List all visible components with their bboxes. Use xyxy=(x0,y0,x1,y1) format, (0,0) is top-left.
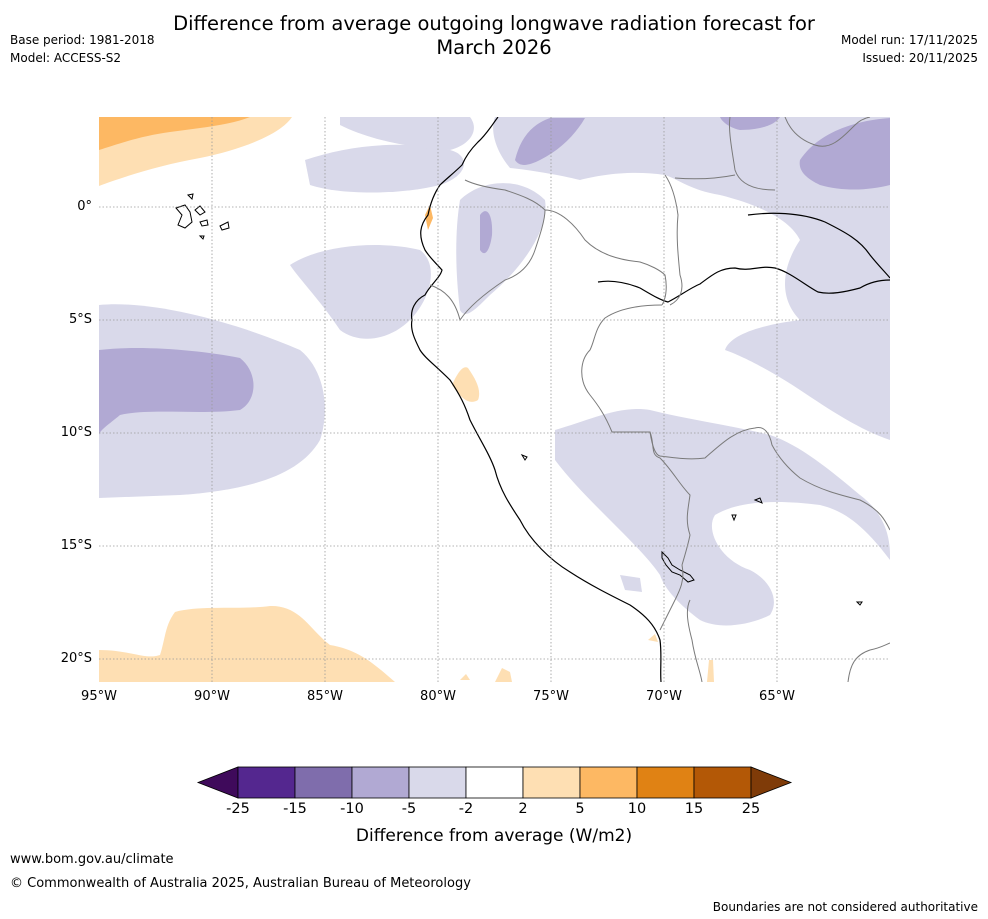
anomaly-region-small xyxy=(620,575,642,592)
copyright-text: © Commonwealth of Australia 2025, Austra… xyxy=(10,876,471,891)
anomaly-region-north-edge xyxy=(720,117,780,130)
lon-label-75w: 75°W xyxy=(533,689,569,704)
lake-titicaca xyxy=(661,550,695,583)
colorbar-segment-1 xyxy=(237,766,296,799)
anomaly-region-colombia xyxy=(515,118,585,165)
colorbar xyxy=(196,766,793,799)
colorbar-tick: -15 xyxy=(283,801,307,817)
anomaly-region-bolivia xyxy=(555,409,890,626)
colorbar-segment-2 xyxy=(294,766,353,799)
anomaly-region-north-center xyxy=(340,117,474,150)
anomaly-region-brazil-ne xyxy=(799,118,890,190)
anomaly-region-west-core xyxy=(99,347,254,435)
colorbar-tick: 5 xyxy=(575,801,585,817)
website-link[interactable]: www.bom.gov.au/climate xyxy=(10,852,174,867)
colorbar-tick: -5 xyxy=(401,801,417,817)
colorbar-tick: 15 xyxy=(684,801,704,817)
anomaly-region-peach-coast xyxy=(452,367,480,402)
lat-label-5s: 5°S xyxy=(68,312,92,327)
anomaly-region-nw xyxy=(305,144,464,193)
anomaly-region-peach-small3 xyxy=(648,634,658,642)
colorbar-segment-3 xyxy=(351,766,410,799)
colorbar-segment-7 xyxy=(579,766,638,799)
country-borders xyxy=(429,117,890,682)
base-period-text: Base period: 1981-2018 xyxy=(10,33,155,47)
map-anomaly-field xyxy=(99,117,890,682)
lat-label-20s: 20°S xyxy=(60,651,92,666)
lon-label-80w: 80°W xyxy=(420,689,456,704)
model-run-text: Model run: 17/11/2025 xyxy=(840,33,978,47)
anomaly-region-peach-small2 xyxy=(707,660,714,682)
model-text: Model: ACCESS-S2 xyxy=(10,51,122,65)
coastline xyxy=(410,117,662,682)
lon-label-95w: 95°W xyxy=(81,689,117,704)
colorbar-title: Difference from average (W/m2) xyxy=(355,826,633,846)
colorbar-segment-4 xyxy=(408,766,467,799)
lon-label-70w: 70°W xyxy=(646,689,682,704)
colorbar-tick: -25 xyxy=(226,801,250,817)
anomaly-region-amazon-ne xyxy=(493,117,890,440)
title-line-2: March 2026 xyxy=(436,36,552,59)
anomaly-region-andes-north xyxy=(456,183,546,315)
anomaly-region-peach-south xyxy=(99,605,395,682)
colorbar-segment-5 xyxy=(465,766,524,799)
colorbar-tick: 2 xyxy=(518,801,528,817)
amazon-river xyxy=(597,266,890,303)
lon-label-85w: 85°W xyxy=(307,689,343,704)
page-title: Difference from average outgoing longwav… xyxy=(0,12,988,60)
disclaimer-text: Boundaries are not considered authoritat… xyxy=(712,900,978,914)
title-line-1: Difference from average outgoing longwav… xyxy=(173,12,815,35)
colorbar-tick: 10 xyxy=(627,801,647,817)
issued-text: Issued: 20/11/2025 xyxy=(862,51,978,65)
lat-label-10s: 10°S xyxy=(60,425,92,440)
lat-label-0: 0° xyxy=(77,199,92,214)
colorbar-extend-low xyxy=(196,766,239,799)
anomaly-region-peach-small4 xyxy=(460,674,470,680)
lon-label-65w: 65°W xyxy=(759,689,795,704)
colorbar-segment-9 xyxy=(693,766,752,799)
colorbar-tick: -2 xyxy=(458,801,474,817)
colorbar-segment-8 xyxy=(636,766,695,799)
lat-label-15s: 15°S xyxy=(60,538,92,553)
anomaly-region-andes-core xyxy=(480,211,493,254)
lon-label-90w: 90°W xyxy=(194,689,230,704)
anomaly-region-peach-small1 xyxy=(495,668,512,682)
colorbar-extend-high xyxy=(750,766,793,799)
colorbar-segment-6 xyxy=(522,766,581,799)
map-gridlines xyxy=(99,117,890,682)
anomaly-region-orange-ecuador xyxy=(425,205,433,230)
amazon-north-shore xyxy=(747,212,890,279)
colorbar-tick: -10 xyxy=(340,801,364,817)
colorbar-tick: 25 xyxy=(741,801,761,817)
galapagos-islands xyxy=(175,193,230,240)
